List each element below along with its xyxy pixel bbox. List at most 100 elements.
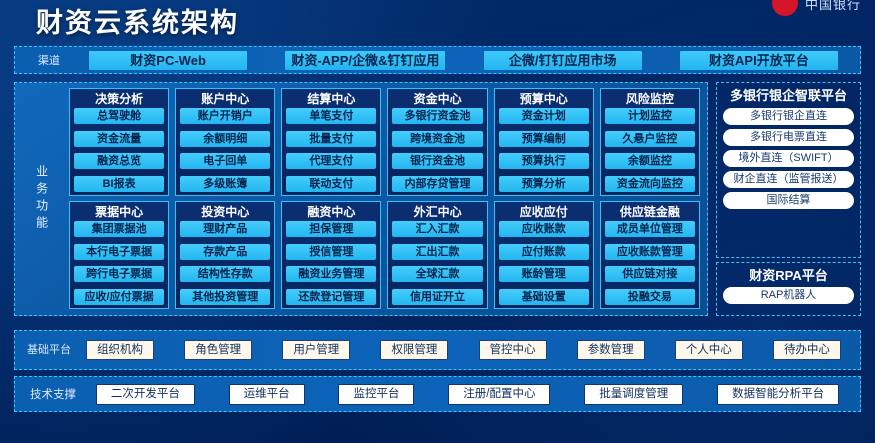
- card-item[interactable]: 久悬户监控: [604, 130, 695, 147]
- card-item[interactable]: 跨行电子票据: [74, 266, 165, 283]
- panel-item[interactable]: 境外直连（SWIFT）: [723, 150, 854, 167]
- card-item[interactable]: 银行资金池: [392, 153, 483, 170]
- card-item[interactable]: 代理支付: [286, 153, 377, 170]
- tech-support-item[interactable]: 监控平台: [338, 383, 415, 405]
- card-item[interactable]: 集团票据池: [74, 221, 165, 237]
- card-title: 投资中心: [201, 205, 250, 219]
- base-platform-item[interactable]: 个人中心: [674, 340, 743, 360]
- card-item[interactable]: 信用证开立: [392, 288, 483, 305]
- panel-item[interactable]: 多银行银企直连: [723, 108, 854, 125]
- card-item[interactable]: 汇入汇款: [392, 221, 483, 237]
- tech-support-item[interactable]: 数据智能分析平台: [717, 383, 840, 405]
- tech-support-item[interactable]: 批量调度管理: [584, 383, 684, 405]
- card-item[interactable]: 资金流量: [74, 130, 165, 147]
- channel-item[interactable]: 财资-APP/企微&钉钉应用: [285, 50, 446, 70]
- brand-name: 中国银行: [804, 0, 861, 12]
- card-title: 资金中心: [413, 92, 462, 106]
- card-item[interactable]: 预算编制: [498, 130, 589, 147]
- base-platform-item[interactable]: 参数管理: [576, 340, 645, 360]
- card-item[interactable]: 资金计划: [498, 108, 589, 124]
- card-items: 汇入汇款 汇出汇款 全球汇款 信用证开立: [392, 220, 483, 305]
- card-title: 外汇中心: [413, 205, 462, 219]
- card-item[interactable]: 融资总览: [74, 153, 165, 170]
- card-item[interactable]: 理财产品: [180, 221, 271, 237]
- business-card: 投资中心 理财产品 存款产品 结构性存款 其他投资管理: [175, 201, 276, 309]
- channel-item[interactable]: 财资API开放平台: [679, 50, 838, 70]
- card-item[interactable]: 融资业务管理: [286, 266, 377, 283]
- card-item[interactable]: 多级账簿: [180, 175, 271, 192]
- panel-item[interactable]: RAP机器人: [723, 287, 854, 304]
- card-item[interactable]: 电子回单: [180, 153, 271, 170]
- card-item[interactable]: 联动支付: [286, 175, 377, 192]
- base-platform-item[interactable]: 待办中心: [772, 340, 841, 360]
- card-item[interactable]: BI报表: [74, 175, 165, 192]
- card-item[interactable]: 应收账款管理: [604, 243, 695, 260]
- card-item[interactable]: 基础设置: [498, 288, 589, 305]
- card-item[interactable]: 计划监控: [604, 108, 695, 124]
- card-item[interactable]: 应收/应付票据: [74, 288, 165, 305]
- card-item[interactable]: 预算分析: [498, 175, 589, 192]
- card-item[interactable]: 资金流向监控: [604, 175, 695, 192]
- card-item[interactable]: 账龄管理: [498, 266, 589, 283]
- base-platform-item[interactable]: 用户管理: [282, 340, 351, 360]
- card-item[interactable]: 预算执行: [498, 153, 589, 170]
- card-item[interactable]: 余额明细: [180, 130, 271, 147]
- base-platform-items: 组织机构 角色管理 用户管理 权限管理 管控中心 参数管理 个人中心 待办中心: [75, 340, 852, 360]
- channel-item[interactable]: 企微/钉钉应用市场: [483, 50, 642, 70]
- card-item[interactable]: 全球汇款: [392, 266, 483, 283]
- card-item[interactable]: 跨境资金池: [392, 130, 483, 147]
- card-items: 单笔支付 批量支付 代理支付 联动支付: [286, 107, 377, 192]
- business-card: 资金中心 多银行资金池 跨境资金池 银行资金池 内部存贷管理: [387, 88, 488, 196]
- card-item[interactable]: 担保管理: [286, 221, 377, 237]
- card-title: 票据中心: [95, 205, 144, 219]
- card-title: 应收应付: [519, 205, 568, 219]
- card-items: 理财产品 存款产品 结构性存款 其他投资管理: [180, 220, 271, 305]
- card-item[interactable]: 授信管理: [286, 243, 377, 260]
- channel-items: 财资PC-Web 财资-APP/企微&钉钉应用 企微/钉钉应用市场 财资API开…: [75, 50, 852, 70]
- tech-support-row-label: 技术支撑: [30, 389, 76, 401]
- circle-logo-icon: [771, 0, 798, 16]
- card-items: 集团票据池 本行电子票据 跨行电子票据 应收/应付票据: [74, 220, 165, 305]
- channel-item[interactable]: 财资PC-Web: [89, 50, 248, 70]
- card-item[interactable]: 内部存贷管理: [392, 175, 483, 192]
- business-card: 结算中心 单笔支付 批量支付 代理支付 联动支付: [281, 88, 382, 196]
- tech-support-item[interactable]: 二次开发平台: [95, 383, 195, 405]
- card-item[interactable]: 结构性存款: [180, 266, 271, 283]
- business-card: 风险监控 计划监控 久悬户监控 余额监控 资金流向监控: [599, 88, 700, 196]
- business-card: 应收应付 应收账款 应付账款 账龄管理 基础设置: [493, 201, 594, 309]
- card-item[interactable]: 应收账款: [498, 221, 589, 237]
- panel-item[interactable]: 财企直连（监管报送）: [723, 171, 854, 188]
- base-platform-item[interactable]: 权限管理: [380, 340, 449, 360]
- card-item[interactable]: 汇出汇款: [392, 243, 483, 260]
- panel-item[interactable]: 多银行电票直连: [723, 129, 854, 146]
- card-title: 预算中心: [519, 92, 568, 106]
- card-title: 决策分析: [95, 92, 144, 106]
- tech-support-item[interactable]: 运维平台: [228, 383, 305, 405]
- business-card: 供应链金融 成员单位管理 应收账款管理 供应链对接 投融交易: [599, 201, 700, 309]
- card-item[interactable]: 成员单位管理: [604, 221, 695, 237]
- base-platform-item[interactable]: 管控中心: [478, 340, 547, 360]
- card-title: 账户中心: [201, 92, 250, 106]
- tech-support-item[interactable]: 注册/配置中心: [448, 383, 551, 405]
- card-item[interactable]: 多银行资金池: [392, 108, 483, 124]
- card-item[interactable]: 还款登记管理: [286, 288, 377, 305]
- card-item[interactable]: 账户开销户: [180, 108, 271, 124]
- card-title: 结算中心: [307, 92, 356, 106]
- base-platform-item[interactable]: 组织机构: [86, 340, 155, 360]
- card-title: 融资中心: [307, 205, 356, 219]
- card-item[interactable]: 单笔支付: [286, 108, 377, 124]
- card-item[interactable]: 余额监控: [604, 153, 695, 170]
- base-platform-item[interactable]: 角色管理: [184, 340, 253, 360]
- page-header: 财资云系统架构 中国银行: [0, 0, 875, 46]
- card-item[interactable]: 应付账款: [498, 243, 589, 260]
- card-item[interactable]: 存款产品: [180, 243, 271, 260]
- business-card: 融资中心 担保管理 授信管理 融资业务管理 还款登记管理: [281, 201, 382, 309]
- panel-item[interactable]: 国际结算: [723, 192, 854, 209]
- card-item[interactable]: 批量支付: [286, 130, 377, 147]
- card-item[interactable]: 投融交易: [604, 288, 695, 305]
- card-item[interactable]: 总驾驶舱: [74, 108, 165, 124]
- card-item[interactable]: 其他投资管理: [180, 288, 271, 305]
- card-item[interactable]: 本行电子票据: [74, 243, 165, 260]
- card-item[interactable]: 供应链对接: [604, 266, 695, 283]
- channel-row-label: 渠道: [38, 55, 60, 67]
